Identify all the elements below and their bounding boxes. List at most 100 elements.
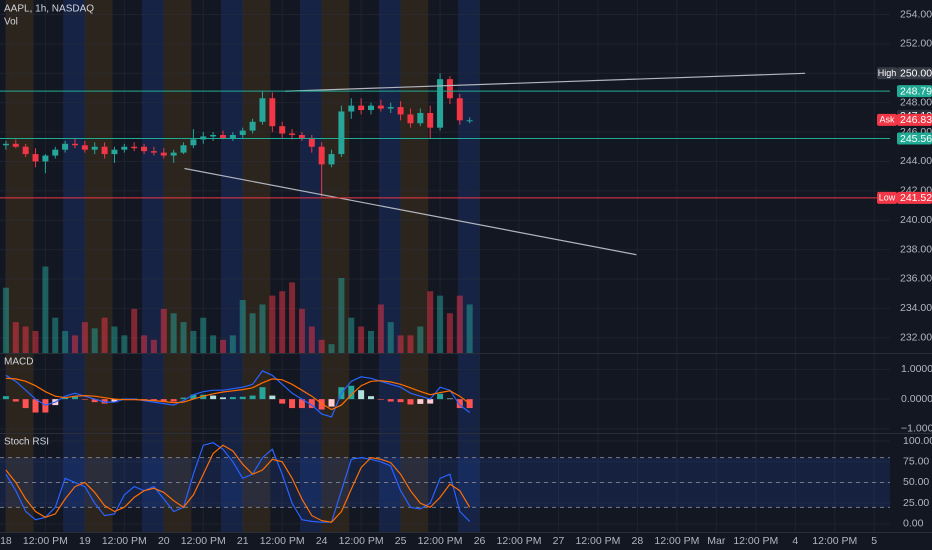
x-tick-label: 12:00 PM: [181, 535, 226, 547]
afterhours-band: [63, 0, 85, 532]
macd-histogram-bar: [289, 399, 296, 409]
candle-body: [417, 112, 424, 124]
volume-bar: [141, 335, 148, 353]
candle-body: [91, 146, 98, 150]
macd-histogram-bar: [259, 387, 266, 400]
candle-body: [328, 154, 335, 165]
signal-line: [5, 377, 471, 411]
x-tick-label: 27: [553, 535, 565, 547]
macd-histogram-bar: [269, 395, 276, 400]
candle-body: [190, 139, 197, 146]
volume-bar: [42, 266, 49, 353]
volume-bar: [210, 335, 217, 353]
candle-body: [358, 105, 365, 111]
price-label-name: High: [878, 68, 897, 78]
volume-bar: [22, 326, 29, 353]
macd-histogram-bar: [456, 399, 463, 409]
volume-bar: [229, 335, 236, 353]
volume-bar: [446, 313, 453, 353]
y-tick-label: 100.00: [903, 435, 932, 447]
candle-body: [62, 143, 69, 150]
candle-body: [22, 146, 29, 155]
price-label-text: 248.79: [900, 85, 932, 97]
premarket-band: [163, 0, 192, 532]
macd-histogram-bar: [219, 397, 226, 400]
candle-body: [466, 120, 473, 122]
y-tick-label: 238.00: [900, 243, 932, 255]
trend-line: [285, 72, 806, 92]
macd-histogram-bar: [308, 399, 315, 409]
candle-body: [101, 146, 108, 155]
volume-bar: [121, 335, 128, 353]
y-tick-label: 75.00: [903, 456, 929, 468]
premarket-band: [242, 0, 271, 532]
volume-bar: [71, 335, 78, 353]
macd-histogram-bar: [150, 399, 157, 401]
volume-bar: [131, 308, 138, 353]
candle-body: [269, 98, 276, 127]
candle-body: [239, 130, 246, 136]
volume-bar: [52, 317, 59, 353]
macd-histogram-bar: [229, 397, 236, 400]
volume-bar: [407, 335, 414, 353]
price-label-name-box: [877, 113, 897, 126]
volume-bar: [348, 317, 355, 353]
price-label: [897, 191, 932, 204]
y-tick-label: 0.00: [903, 518, 924, 530]
y-tick-label: 1.0000: [901, 363, 932, 375]
volume-bar: [200, 317, 207, 353]
macd-histogram-bar: [111, 399, 118, 403]
volume-bar: [81, 322, 88, 353]
candle-body: [2, 143, 9, 146]
candle-body: [170, 152, 177, 156]
y-tick-label: 25.00: [903, 497, 929, 509]
y-tick-label: 232.00: [900, 332, 932, 344]
afterhours-band: [299, 0, 322, 532]
macd-histogram-bar: [190, 394, 197, 400]
x-tick-label: 28: [632, 535, 644, 547]
x-tick-label: 18: [0, 535, 12, 547]
y-tick-label: 240.00: [900, 214, 932, 226]
x-tick-label: 12:00 PM: [812, 535, 857, 547]
candle-body: [427, 112, 434, 128]
candle-body: [367, 105, 374, 111]
macd-histogram-bar: [348, 385, 355, 400]
macd-title: MACD: [4, 357, 33, 368]
candle-body: [111, 149, 118, 155]
macd-histogram-bar: [387, 399, 394, 402]
volume-bar: [308, 326, 315, 353]
x-tick-label: 12:00 PM: [260, 535, 305, 547]
volume-bar: [328, 344, 335, 353]
candle-body: [42, 155, 49, 162]
volume-bar: [62, 330, 69, 353]
macd-histogram-bar: [318, 399, 325, 410]
volume-bar: [111, 326, 118, 353]
volume-bar: [170, 313, 177, 353]
volume-bar: [358, 326, 365, 353]
candle-body: [141, 146, 148, 152]
candle-body: [308, 137, 315, 147]
y-tick-label: 50.00: [903, 476, 929, 488]
price-label-name: Low: [879, 193, 896, 203]
candle-body: [259, 98, 266, 122]
volume-bar: [387, 322, 394, 353]
x-tick-label: 12:00 PM: [654, 535, 699, 547]
candle-body: [81, 145, 88, 150]
candle-body: [160, 152, 167, 156]
candle-body: [229, 135, 236, 138]
price-label: [897, 132, 932, 145]
macd-histogram-bar: [377, 399, 384, 400]
y-tick-label: −1.0000: [901, 423, 932, 435]
y-tick-label: 236.00: [900, 273, 932, 285]
y-tick-label: 252.00: [900, 38, 932, 50]
volume-bar: [32, 330, 39, 353]
candle-body: [387, 107, 394, 109]
price-label-name-box: [877, 191, 897, 204]
price-label: [897, 67, 932, 80]
y-tick-label: 244.00: [900, 155, 932, 167]
candle-body: [279, 126, 286, 134]
candle-body: [249, 121, 256, 131]
candle-body: [210, 135, 217, 137]
macd-histogram-bar: [437, 393, 444, 400]
